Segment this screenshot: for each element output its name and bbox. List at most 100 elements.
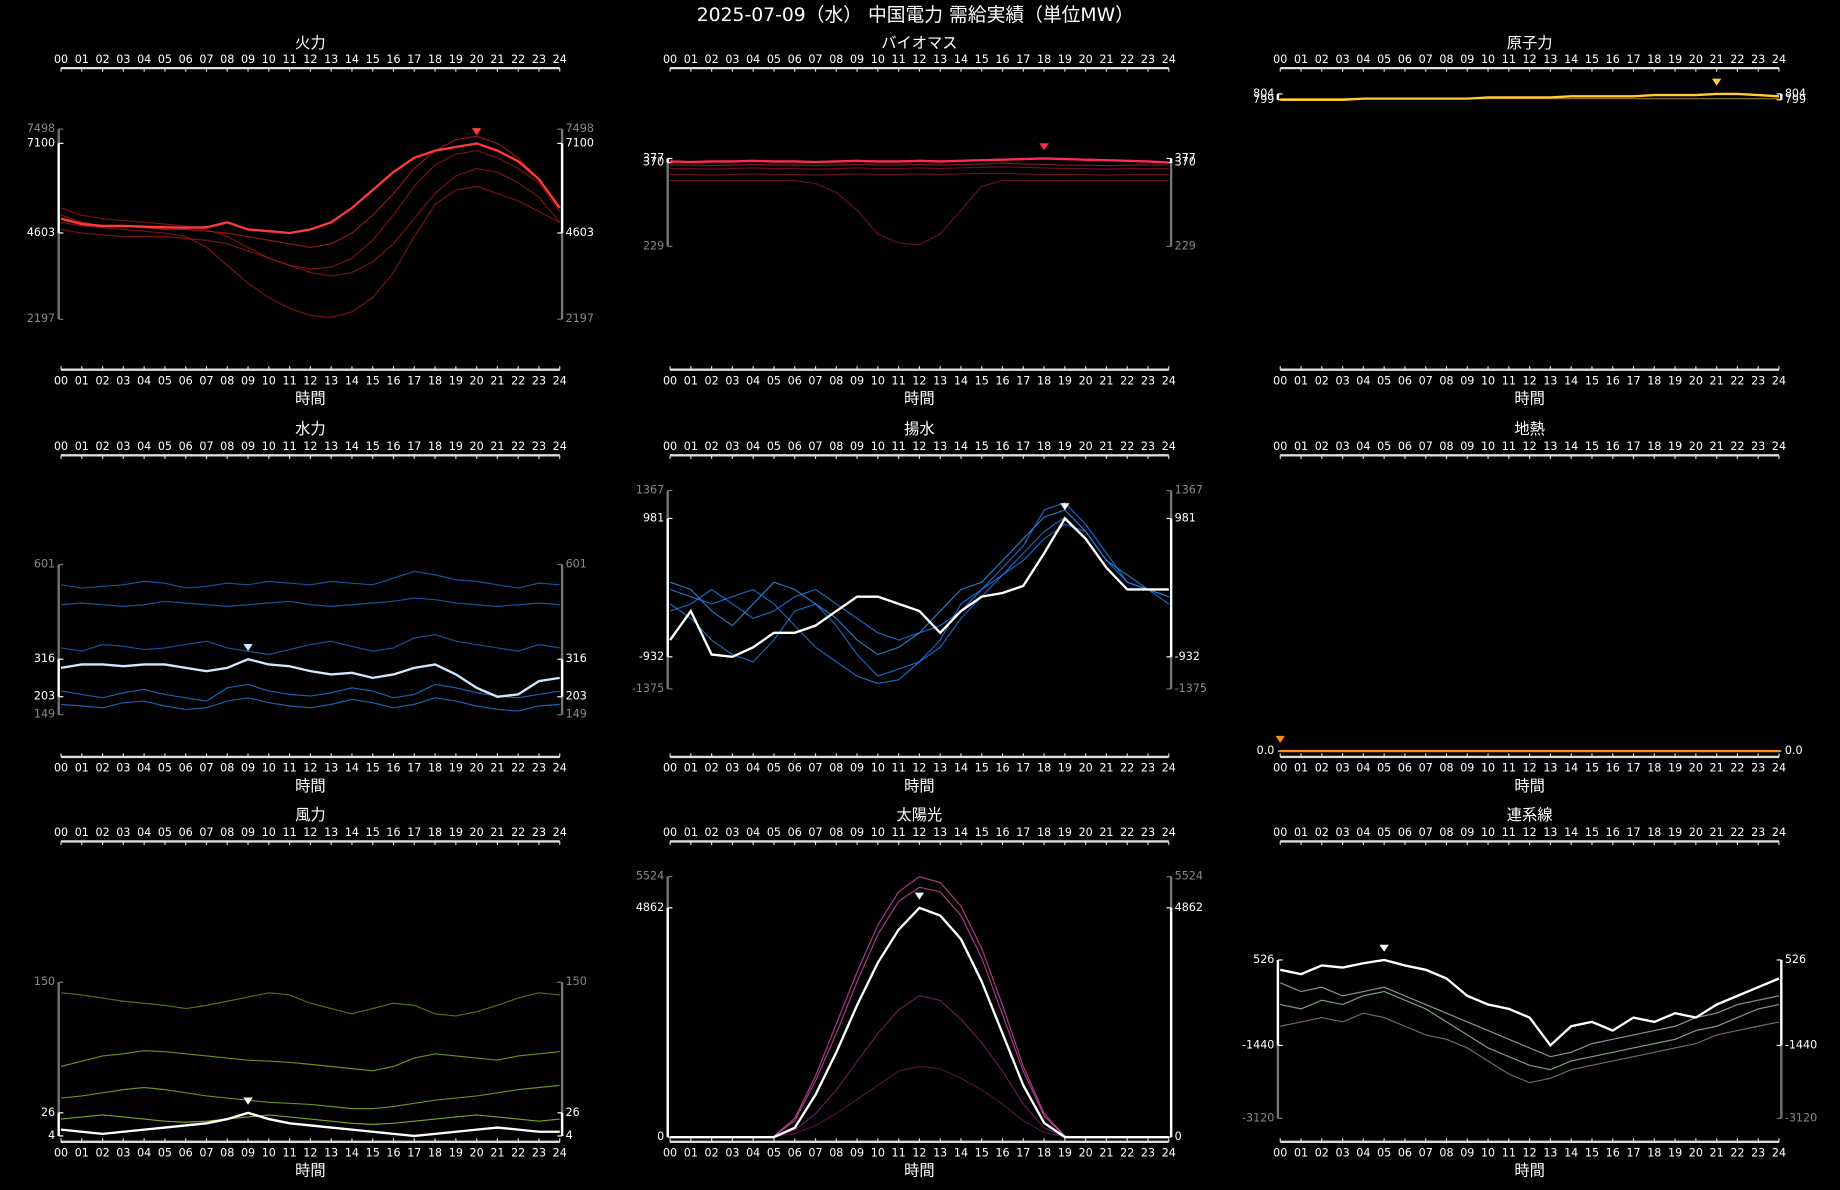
hour-label: 14 — [345, 1147, 359, 1160]
hour-label: 08 — [1439, 826, 1453, 839]
hour-label: 14 — [345, 762, 359, 775]
hour-label: 10 — [1481, 826, 1495, 839]
hour-label: 08 — [1439, 53, 1453, 66]
y-tick-label: 4862 — [1175, 901, 1203, 914]
hour-label: 00 — [1273, 1147, 1287, 1160]
hour-label: 10 — [1481, 440, 1495, 453]
hour-label: 21 — [490, 440, 504, 453]
hour-label: 13 — [933, 762, 947, 775]
hour-label: 18 — [1647, 762, 1661, 775]
hour-label: 07 — [808, 440, 822, 453]
hour-label: 05 — [767, 1147, 781, 1160]
hour-label: 20 — [1689, 826, 1703, 839]
panel-title: 風力 — [295, 806, 326, 824]
today-line — [60, 142, 561, 235]
hour-label: 00 — [663, 826, 677, 839]
hour-label: 20 — [470, 826, 484, 839]
hour-label: 16 — [386, 826, 400, 839]
hour-label: 04 — [746, 53, 760, 66]
hour-label: 21 — [1710, 826, 1724, 839]
hour-label: 00 — [1273, 374, 1287, 387]
hour-label: 15 — [1585, 440, 1599, 453]
hour-label: 08 — [829, 53, 843, 66]
y-tick-label: 26 — [41, 1106, 55, 1119]
hour-label: 03 — [1336, 440, 1350, 453]
hour-label: 05 — [767, 762, 781, 775]
hour-label: 01 — [1294, 1147, 1308, 1160]
hour-label: 20 — [1079, 1147, 1093, 1160]
hour-label: 19 — [449, 826, 463, 839]
max-marker — [1275, 735, 1285, 743]
hour-label: 05 — [158, 53, 172, 66]
hour-label: 08 — [829, 762, 843, 775]
history-line — [670, 162, 1169, 167]
hour-label: 10 — [1481, 1147, 1495, 1160]
hour-label: 19 — [1058, 1147, 1072, 1160]
hour-label: 12 — [303, 440, 317, 453]
hour-label: 16 — [995, 53, 1009, 66]
hour-label: 18 — [1647, 53, 1661, 66]
hour-label: 16 — [386, 53, 400, 66]
panel-title: 地熱 — [1514, 420, 1545, 438]
hour-label: 15 — [1585, 1147, 1599, 1160]
hour-label: 12 — [912, 440, 926, 453]
hour-label: 11 — [283, 440, 297, 453]
hour-label: 23 — [1141, 1147, 1155, 1160]
hour-label: 14 — [1564, 826, 1578, 839]
hour-label: 00 — [54, 826, 68, 839]
hour-label: 14 — [345, 53, 359, 66]
hour-label: 15 — [975, 1147, 989, 1160]
hour-label: 16 — [1606, 374, 1620, 387]
hour-label: 24 — [1772, 374, 1786, 387]
y-tick-label: 203 — [566, 690, 587, 703]
y-tick-label: 203 — [34, 690, 55, 703]
hour-label: 24 — [1772, 762, 1786, 775]
hour-label: 09 — [1460, 762, 1474, 775]
hour-label: 17 — [1016, 53, 1030, 66]
hour-label: 06 — [788, 440, 802, 453]
hour-label: 04 — [1356, 826, 1370, 839]
hour-label: 24 — [553, 762, 567, 775]
y-tick-label: 377 — [1175, 151, 1196, 164]
hour-label: 05 — [1377, 374, 1391, 387]
hour-label: 01 — [1294, 440, 1308, 453]
hour-label: 10 — [1481, 53, 1495, 66]
panel-title: 連系線 — [1507, 806, 1553, 824]
panel-title: 原子力 — [1507, 34, 1553, 52]
hour-label: 21 — [1710, 762, 1724, 775]
hour-label: 00 — [54, 440, 68, 453]
hour-label: 12 — [912, 53, 926, 66]
hour-label: 09 — [850, 440, 864, 453]
hour-label: 08 — [1439, 762, 1453, 775]
hour-label: 11 — [892, 374, 906, 387]
hour-label: 00 — [663, 440, 677, 453]
hour-label: 19 — [1668, 826, 1682, 839]
hour-label: 05 — [767, 53, 781, 66]
hour-label: 07 — [199, 826, 213, 839]
hour-label: 17 — [407, 53, 421, 66]
hour-label: 21 — [490, 826, 504, 839]
hour-label: 22 — [1730, 762, 1744, 775]
hour-label: 14 — [1564, 1147, 1578, 1160]
hour-label: 15 — [975, 762, 989, 775]
hour-label: 09 — [241, 53, 255, 66]
hour-label: 12 — [303, 1147, 317, 1160]
hour-label: 14 — [1564, 53, 1578, 66]
page-title: 2025-07-09（水） 中国電力 需給実績（単位MW） — [697, 4, 1134, 26]
hour-label: 01 — [75, 762, 89, 775]
hour-label: 09 — [850, 762, 864, 775]
hour-label: 16 — [1606, 440, 1620, 453]
hour-label: 22 — [1730, 440, 1744, 453]
hour-label: 03 — [116, 53, 130, 66]
hour-label: 18 — [1037, 826, 1051, 839]
hour-label: 00 — [54, 762, 68, 775]
hour-label: 05 — [1377, 53, 1391, 66]
y-tick-label: 799 — [1253, 93, 1274, 106]
hour-label: 06 — [179, 440, 193, 453]
hour-label: 04 — [137, 374, 151, 387]
hour-label: 06 — [179, 374, 193, 387]
hour-label: 22 — [511, 826, 525, 839]
hour-label: 17 — [1626, 762, 1640, 775]
history-line — [670, 172, 1169, 176]
hour-label: 06 — [1398, 440, 1412, 453]
